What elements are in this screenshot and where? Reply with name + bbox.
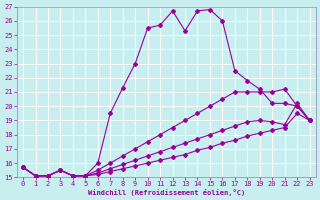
X-axis label: Windchill (Refroidissement éolien,°C): Windchill (Refroidissement éolien,°C) (88, 189, 245, 196)
